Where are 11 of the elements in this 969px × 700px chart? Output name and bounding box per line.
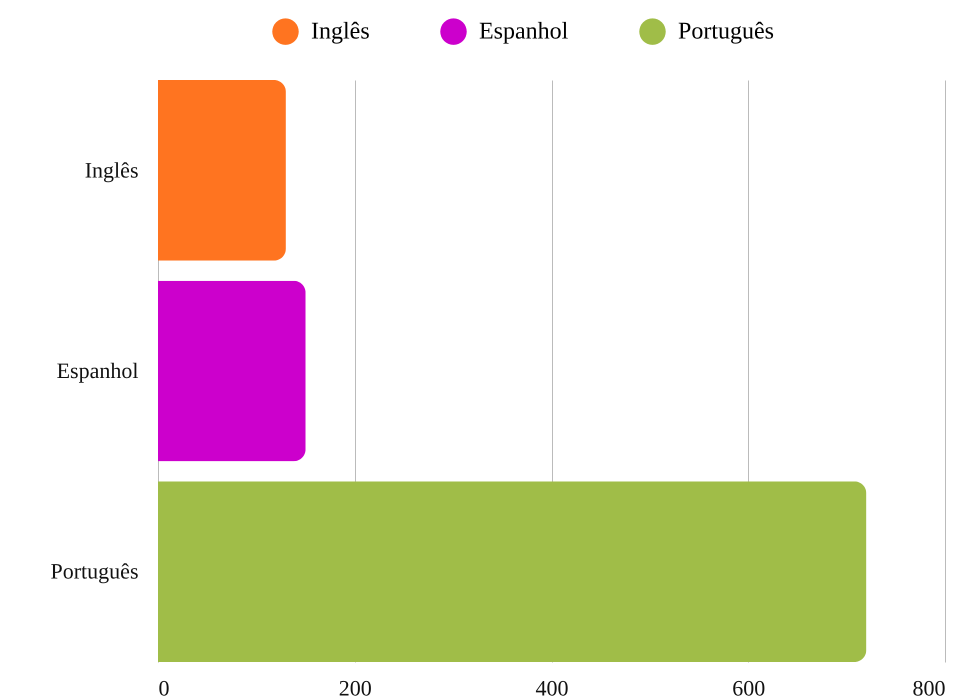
x-tick-label: 0 [158,676,170,700]
y-tick-label: Inglês [84,157,138,182]
x-tick-label: 800 [912,676,946,700]
legend-label: Inglês [311,18,370,45]
x-tick-label: 400 [536,676,568,700]
y-tick-label: Português [50,558,138,584]
y-tick-label: Espanhol [56,358,138,383]
legend-label: Espanhol [479,18,569,45]
x-tick-label: 600 [732,676,766,700]
legend-label: Português [678,18,774,45]
x-tick-label: 200 [338,676,372,700]
